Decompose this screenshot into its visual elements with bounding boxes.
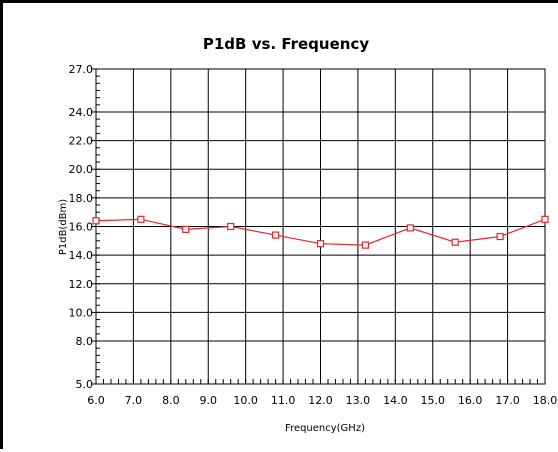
y-tick-label: 8.0	[76, 335, 94, 348]
data-point-marker	[92, 217, 100, 225]
data-point-marker	[361, 241, 369, 249]
y-tick-label: 12.0	[69, 278, 94, 291]
x-tick-label: 13.0	[346, 394, 371, 407]
x-tick-label: 17.0	[495, 394, 520, 407]
p1db-chart: P1dB vs. Frequency 5.0 8.0 10.0 12.0 14.0 16.…	[58, 35, 557, 434]
y-tick-label: 16.0	[69, 221, 94, 234]
data-point-marker	[137, 215, 145, 223]
data-point-marker	[406, 224, 414, 232]
x-tick-label: 7.0	[125, 394, 143, 407]
x-tick-label: 15.0	[421, 394, 446, 407]
x-tick-label: 10.0	[233, 394, 258, 407]
y-tick-label: 5.0	[76, 378, 94, 391]
minor-ticks	[95, 68, 546, 385]
y-tick-label: 10.0	[69, 306, 94, 319]
data-point-marker	[227, 222, 235, 231]
data-point-marker	[182, 225, 190, 233]
y-tick-label: 24.0	[69, 106, 94, 119]
x-tick-label: 18.0	[533, 394, 558, 407]
x-tick-label: 11.0	[271, 394, 296, 407]
y-tick-label: 22.0	[69, 135, 94, 148]
data-point-marker	[496, 232, 504, 241]
grid-lines	[95, 68, 546, 385]
chart-title: P1dB vs. Frequency	[203, 35, 369, 53]
data-point-marker	[316, 240, 325, 248]
y-axis-ticks: 5.0 8.0 10.0 12.0 14.0 16.0 18.0 20.0 22.0 24.0 27…	[69, 63, 96, 391]
y-axis-label: P1dB(dBm)	[58, 199, 69, 255]
data-point-marker	[272, 231, 280, 239]
series-layer	[92, 215, 549, 249]
y-tick-label: 20.0	[69, 163, 94, 176]
data-point-marker	[541, 215, 549, 223]
x-tick-label: 12.0	[308, 394, 333, 407]
x-tick-label: 6.0	[87, 394, 105, 407]
data-point-marker	[451, 238, 459, 246]
x-tick-label: 16.0	[458, 394, 483, 407]
x-tick-label: 14.0	[383, 394, 408, 407]
x-tick-label: 9.0	[200, 394, 218, 407]
y-tick-label: 27.0	[69, 63, 94, 76]
y-tick-label: 14.0	[69, 249, 94, 262]
x-axis-ticks: 6.0 7.0 8.0 9.0 10.0 11.0 12.0 13.0 14.0 15.0 16.0…	[87, 394, 557, 407]
x-axis-label: Frequency(GHz)	[285, 423, 365, 434]
y-tick-label: 18.0	[69, 192, 94, 205]
x-tick-label: 8.0	[162, 394, 180, 407]
